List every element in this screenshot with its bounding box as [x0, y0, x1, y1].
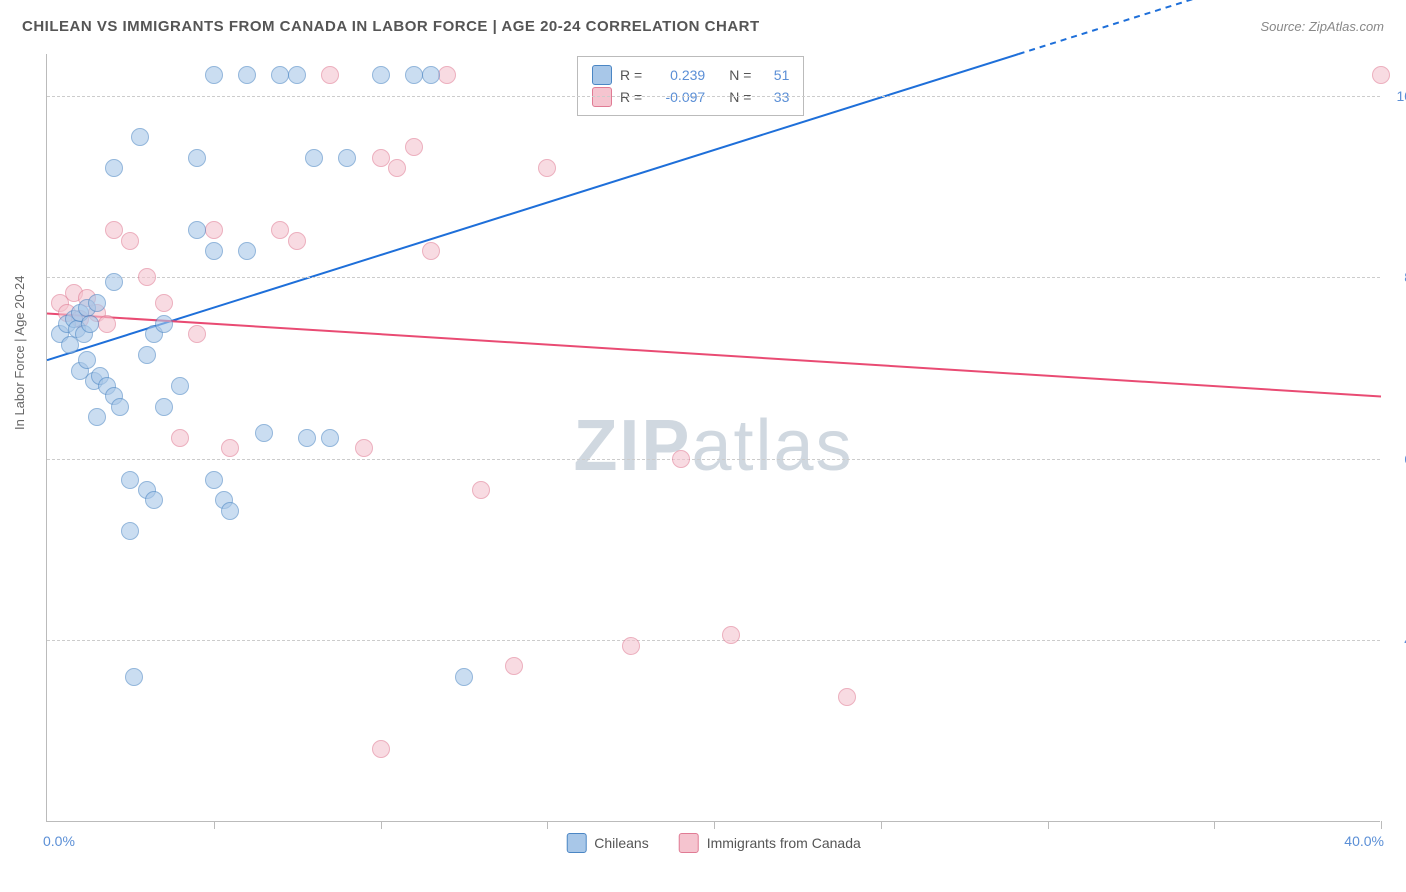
legend-label-canada: Immigrants from Canada — [707, 835, 861, 851]
data-point — [672, 450, 690, 468]
data-point — [155, 398, 173, 416]
data-point — [188, 221, 206, 239]
y-tick-label: 100.0% — [1397, 88, 1406, 104]
data-point — [355, 439, 373, 457]
x-axis-label-left: 0.0% — [43, 833, 75, 849]
data-point — [288, 66, 306, 84]
swatch-chileans — [566, 833, 586, 853]
data-point — [422, 66, 440, 84]
data-point — [405, 138, 423, 156]
data-point — [271, 66, 289, 84]
x-tick — [881, 821, 882, 829]
x-tick — [714, 821, 715, 829]
chart-source: Source: ZipAtlas.com — [1260, 19, 1384, 34]
data-point — [221, 502, 239, 520]
data-point — [305, 149, 323, 167]
swatch-canada — [679, 833, 699, 853]
gridline-h — [47, 96, 1380, 97]
data-point — [155, 315, 173, 333]
data-point — [255, 424, 273, 442]
data-point — [722, 626, 740, 644]
data-point — [131, 128, 149, 146]
data-point — [271, 221, 289, 239]
data-point — [121, 232, 139, 250]
data-point — [171, 429, 189, 447]
data-point — [78, 351, 96, 369]
data-point — [298, 429, 316, 447]
legend-item-chileans: Chileans — [566, 833, 648, 853]
data-point — [138, 346, 156, 364]
data-point — [622, 637, 640, 655]
data-point — [338, 149, 356, 167]
gridline-h — [47, 277, 1380, 278]
data-point — [455, 668, 473, 686]
data-point — [155, 294, 173, 312]
x-tick — [547, 821, 548, 829]
chart-title: CHILEAN VS IMMIGRANTS FROM CANADA IN LAB… — [22, 18, 760, 35]
data-point — [88, 408, 106, 426]
data-point — [221, 439, 239, 457]
data-point — [422, 242, 440, 260]
data-point — [188, 149, 206, 167]
x-tick — [381, 821, 382, 829]
data-point — [121, 522, 139, 540]
chart-header: CHILEAN VS IMMIGRANTS FROM CANADA IN LAB… — [0, 0, 1406, 47]
legend-label-chileans: Chileans — [594, 835, 648, 851]
data-point — [238, 242, 256, 260]
data-point — [1372, 66, 1390, 84]
data-point — [98, 315, 116, 333]
data-point — [125, 668, 143, 686]
data-point — [138, 268, 156, 286]
data-point — [105, 273, 123, 291]
trendlines — [47, 54, 1380, 821]
data-point — [372, 740, 390, 758]
data-point — [372, 149, 390, 167]
data-point — [205, 66, 223, 84]
gridline-h — [47, 459, 1380, 460]
data-point — [188, 325, 206, 343]
data-point — [405, 66, 423, 84]
x-tick — [1381, 821, 1382, 829]
data-point — [838, 688, 856, 706]
data-point — [121, 471, 139, 489]
x-tick — [1048, 821, 1049, 829]
data-point — [105, 159, 123, 177]
data-point — [105, 221, 123, 239]
data-point — [372, 66, 390, 84]
data-point — [438, 66, 456, 84]
x-axis-label-right: 40.0% — [1344, 833, 1384, 849]
data-point — [238, 66, 256, 84]
data-point — [288, 232, 306, 250]
scatter-chart: ZIPatlas R = 0.239 N = 51 R = -0.097 N =… — [46, 54, 1380, 822]
x-tick — [214, 821, 215, 829]
legend-item-canada: Immigrants from Canada — [679, 833, 861, 853]
data-point — [205, 221, 223, 239]
data-point — [538, 159, 556, 177]
data-point — [88, 294, 106, 312]
gridline-h — [47, 640, 1380, 641]
data-point — [111, 398, 129, 416]
x-tick — [1214, 821, 1215, 829]
data-point — [472, 481, 490, 499]
data-point — [81, 315, 99, 333]
data-point — [505, 657, 523, 675]
data-point — [321, 429, 339, 447]
data-point — [205, 471, 223, 489]
data-point — [171, 377, 189, 395]
series-legend: Chileans Immigrants from Canada — [566, 833, 861, 853]
data-point — [321, 66, 339, 84]
data-point — [388, 159, 406, 177]
y-axis-label: In Labor Force | Age 20-24 — [12, 276, 27, 430]
data-point — [145, 491, 163, 509]
data-point — [205, 242, 223, 260]
